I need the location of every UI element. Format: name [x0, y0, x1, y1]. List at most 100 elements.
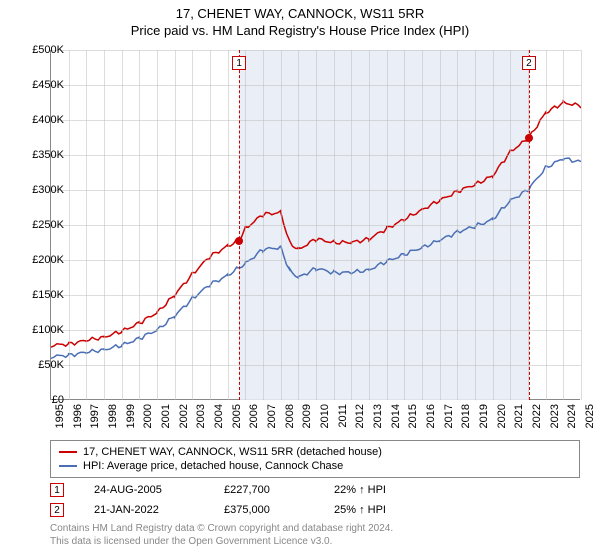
credits-line-1: Contains HM Land Registry data © Crown c…: [50, 522, 393, 535]
xtick-label: 2022: [531, 404, 543, 444]
xtick-label: 2002: [178, 404, 190, 444]
xtick-label: 2024: [566, 404, 578, 444]
sale-price-2: £375,000: [224, 504, 304, 516]
chart-area: 12: [50, 50, 580, 400]
sales-table: 1 24-AUG-2005 £227,700 22% ↑ HPI 2 21-JA…: [50, 480, 434, 520]
legend-label-2: HPI: Average price, detached house, Cann…: [83, 460, 343, 472]
gridline-v: [369, 50, 370, 400]
event-dot: [525, 134, 533, 142]
gridline-v: [263, 50, 264, 400]
xtick-label: 2014: [390, 404, 402, 444]
gridline-v: [175, 50, 176, 400]
xtick-label: 2010: [319, 404, 331, 444]
event-marker: 2: [522, 56, 536, 70]
xtick-label: 2015: [407, 404, 419, 444]
ytick-label: £350K: [14, 149, 64, 161]
xtick-label: 1997: [89, 404, 101, 444]
ytick-label: £450K: [14, 79, 64, 91]
xtick-label: 1995: [54, 404, 66, 444]
event-line: [239, 50, 240, 400]
gridline-v: [387, 50, 388, 400]
gridline-v: [457, 50, 458, 400]
gridline-v: [104, 50, 105, 400]
gridline-v: [69, 50, 70, 400]
gridline-v: [546, 50, 547, 400]
credits: Contains HM Land Registry data © Crown c…: [50, 522, 393, 548]
xtick-label: 2008: [284, 404, 296, 444]
gridline-v: [493, 50, 494, 400]
xtick-label: 1996: [72, 404, 84, 444]
title-sub: Price paid vs. HM Land Registry's House …: [0, 23, 600, 38]
sale-price-1: £227,700: [224, 484, 304, 496]
xtick-label: 2013: [372, 404, 384, 444]
xtick-label: 2018: [460, 404, 472, 444]
sale-marker-2: 2: [50, 503, 64, 517]
chart-container: 17, CHENET WAY, CANNOCK, WS11 5RR Price …: [0, 0, 600, 560]
xtick-label: 2006: [248, 404, 260, 444]
ytick-label: £400K: [14, 114, 64, 126]
ytick-label: £500K: [14, 44, 64, 56]
gridline-v: [334, 50, 335, 400]
xtick-label: 2001: [160, 404, 172, 444]
sales-row-1: 1 24-AUG-2005 £227,700 22% ↑ HPI: [50, 480, 434, 500]
xtick-label: 2005: [231, 404, 243, 444]
gridline-v: [563, 50, 564, 400]
title-main: 17, CHENET WAY, CANNOCK, WS11 5RR: [0, 6, 600, 21]
xtick-label: 2025: [584, 404, 596, 444]
xtick-label: 2023: [549, 404, 561, 444]
sales-row-2: 2 21-JAN-2022 £375,000 25% ↑ HPI: [50, 500, 434, 520]
xtick-label: 2009: [301, 404, 313, 444]
titles: 17, CHENET WAY, CANNOCK, WS11 5RR Price …: [0, 0, 600, 38]
credits-line-2: This data is licensed under the Open Gov…: [50, 535, 393, 548]
event-dot: [235, 237, 243, 245]
xtick-label: 2011: [337, 404, 349, 444]
event-marker: 1: [232, 56, 246, 70]
legend-box: 17, CHENET WAY, CANNOCK, WS11 5RR (detac…: [50, 440, 580, 478]
gridline-v: [422, 50, 423, 400]
gridline-v: [139, 50, 140, 400]
gridline-v: [210, 50, 211, 400]
ytick-label: £200K: [14, 254, 64, 266]
xtick-label: 2012: [354, 404, 366, 444]
xtick-label: 2020: [496, 404, 508, 444]
gridline-v: [475, 50, 476, 400]
gridline-v: [351, 50, 352, 400]
ytick-label: £50K: [14, 359, 64, 371]
gridline-v: [440, 50, 441, 400]
sale-date-2: 21-JAN-2022: [94, 504, 194, 516]
gridline-v: [192, 50, 193, 400]
gridline-v: [86, 50, 87, 400]
gridline-v: [157, 50, 158, 400]
gridline-v: [510, 50, 511, 400]
ytick-label: £250K: [14, 219, 64, 231]
gridline-v: [281, 50, 282, 400]
sale-date-1: 24-AUG-2005: [94, 484, 194, 496]
legend-row-2: HPI: Average price, detached house, Cann…: [59, 459, 571, 473]
xtick-label: 2017: [443, 404, 455, 444]
plot: 12: [50, 50, 580, 400]
ytick-label: £100K: [14, 324, 64, 336]
sale-marker-1: 1: [50, 483, 64, 497]
ytick-label: £300K: [14, 184, 64, 196]
gridline-v: [245, 50, 246, 400]
legend-swatch-1: [59, 451, 77, 453]
sale-change-2: 25% ↑ HPI: [334, 504, 434, 516]
xtick-label: 2021: [513, 404, 525, 444]
legend-swatch-2: [59, 465, 77, 467]
xtick-label: 2019: [478, 404, 490, 444]
xtick-label: 2003: [195, 404, 207, 444]
gridline-v: [404, 50, 405, 400]
ytick-label: £150K: [14, 289, 64, 301]
gridline-v: [298, 50, 299, 400]
legend-row-1: 17, CHENET WAY, CANNOCK, WS11 5RR (detac…: [59, 445, 571, 459]
gridline-v: [316, 50, 317, 400]
gridline-v: [122, 50, 123, 400]
sale-change-1: 22% ↑ HPI: [334, 484, 434, 496]
xtick-label: 1999: [125, 404, 137, 444]
xtick-label: 2016: [425, 404, 437, 444]
xtick-label: 2007: [266, 404, 278, 444]
gridline-v: [581, 50, 582, 400]
event-line: [529, 50, 530, 400]
xtick-label: 2000: [142, 404, 154, 444]
gridline-v: [228, 50, 229, 400]
